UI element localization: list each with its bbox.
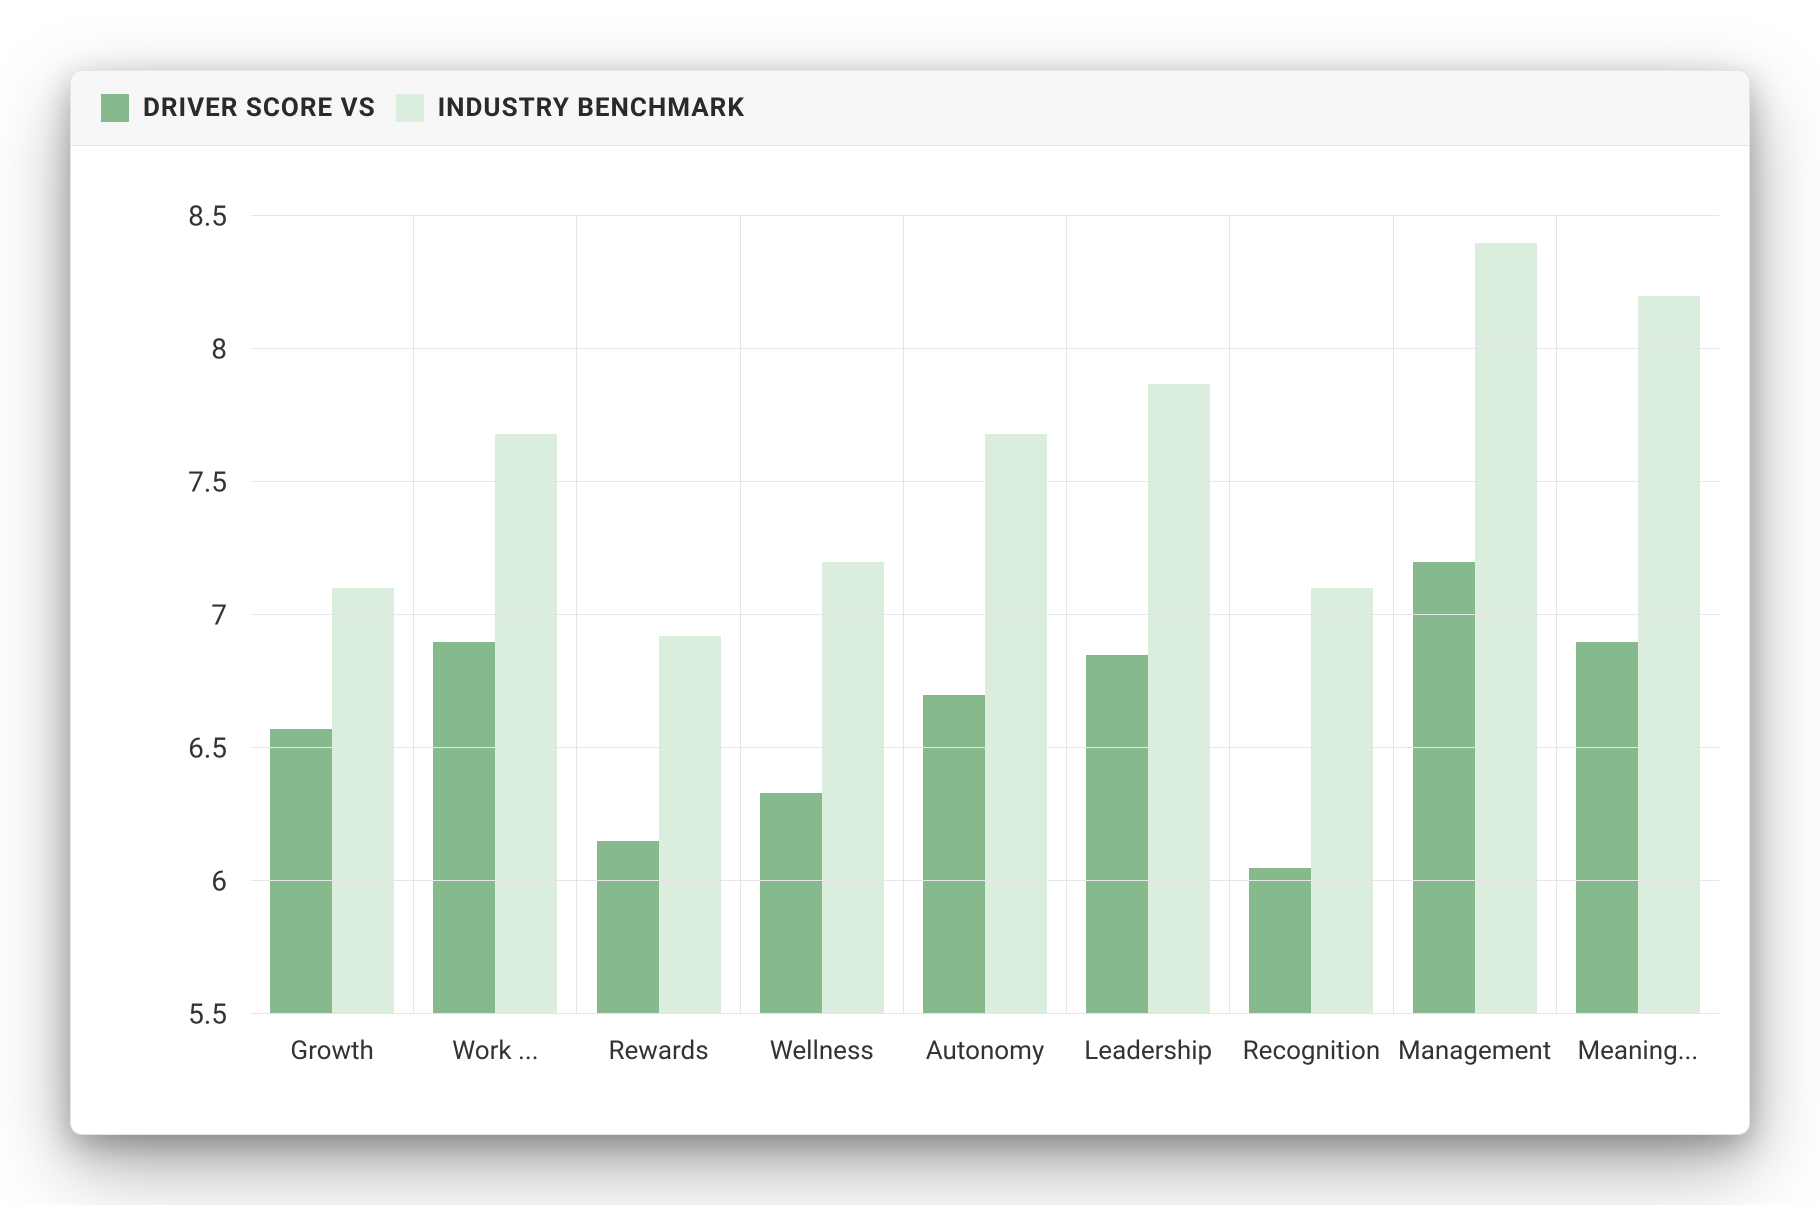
y-axis-tick-label: 5.5 <box>188 998 251 1031</box>
bar-driver-score <box>270 729 332 1014</box>
chart-gridline <box>251 747 1719 748</box>
y-axis-tick-label: 8 <box>211 333 251 366</box>
chart-category: Autonomy <box>903 216 1066 1014</box>
legend-swatch-industry-benchmark <box>396 94 424 122</box>
chart-plot-area: GrowthWork ...RewardsWellnessAutonomyLea… <box>71 146 1749 1134</box>
x-axis-category-label: Meaning... <box>1577 1014 1698 1066</box>
bar-pair <box>760 216 884 1014</box>
x-axis-category-label: Recognition <box>1243 1014 1381 1066</box>
bar-pair <box>1086 216 1210 1014</box>
chart-gridline <box>251 880 1719 881</box>
chart-category: Leadership <box>1066 216 1229 1014</box>
x-axis-category-label: Wellness <box>770 1014 874 1066</box>
bar-driver-score <box>923 695 985 1014</box>
bar-industry-benchmark <box>659 636 721 1014</box>
bar-driver-score <box>1249 868 1311 1014</box>
bar-industry-benchmark <box>332 588 394 1014</box>
chart-category: Rewards <box>576 216 739 1014</box>
chart-plot: GrowthWork ...RewardsWellnessAutonomyLea… <box>251 216 1719 1014</box>
y-axis-tick-label: 6 <box>211 865 251 898</box>
bar-pair <box>433 216 557 1014</box>
chart-category: Growth <box>251 216 413 1014</box>
bar-driver-score <box>760 793 822 1014</box>
chart-category: Meaning... <box>1556 216 1719 1014</box>
x-axis-category-label: Work ... <box>452 1014 539 1066</box>
bar-industry-benchmark <box>495 434 557 1014</box>
legend-swatch-driver-score <box>101 94 129 122</box>
bar-pair <box>1249 216 1373 1014</box>
chart-gridline <box>251 348 1719 349</box>
bar-pair <box>1576 216 1700 1014</box>
x-axis-category-label: Growth <box>290 1014 373 1066</box>
bar-pair <box>923 216 1047 1014</box>
chart-gridline <box>251 614 1719 615</box>
y-axis-tick-label: 6.5 <box>188 732 251 765</box>
bar-pair <box>597 216 721 1014</box>
x-axis-category-label: Leadership <box>1084 1014 1212 1066</box>
chart-card: DRIVER SCORE VS INDUSTRY BENCHMARK Growt… <box>70 70 1750 1135</box>
bar-industry-benchmark <box>1638 296 1700 1014</box>
x-axis-category-label: Rewards <box>608 1014 708 1066</box>
chart-category: Recognition <box>1229 216 1392 1014</box>
bar-driver-score <box>1086 655 1148 1014</box>
chart-category: Wellness <box>740 216 903 1014</box>
bar-industry-benchmark <box>822 562 884 1014</box>
bar-industry-benchmark <box>1148 384 1210 1014</box>
bar-driver-score <box>433 642 495 1014</box>
chart-legend: DRIVER SCORE VS INDUSTRY BENCHMARK <box>71 71 1749 146</box>
y-axis-tick-label: 7 <box>211 599 251 632</box>
chart-gridline <box>251 481 1719 482</box>
chart-bars-container: GrowthWork ...RewardsWellnessAutonomyLea… <box>251 216 1719 1014</box>
bar-driver-score <box>1413 562 1475 1014</box>
chart-gridline <box>251 215 1719 216</box>
y-axis-tick-label: 7.5 <box>188 466 251 499</box>
bar-industry-benchmark <box>985 434 1047 1014</box>
chart-gridline <box>251 1013 1719 1014</box>
bar-industry-benchmark <box>1475 243 1537 1014</box>
chart-category: Management <box>1393 216 1556 1014</box>
chart-category: Work ... <box>413 216 576 1014</box>
bar-pair <box>1413 216 1537 1014</box>
x-axis-category-label: Management <box>1398 1014 1551 1066</box>
bar-pair <box>270 216 394 1014</box>
x-axis-category-label: Autonomy <box>926 1014 1045 1066</box>
bar-driver-score <box>597 841 659 1014</box>
legend-label-driver-score: DRIVER SCORE VS <box>143 93 376 123</box>
bar-driver-score <box>1576 642 1638 1014</box>
bar-industry-benchmark <box>1311 588 1373 1014</box>
legend-label-industry-benchmark: INDUSTRY BENCHMARK <box>438 93 745 123</box>
y-axis-tick-label: 8.5 <box>188 200 251 233</box>
